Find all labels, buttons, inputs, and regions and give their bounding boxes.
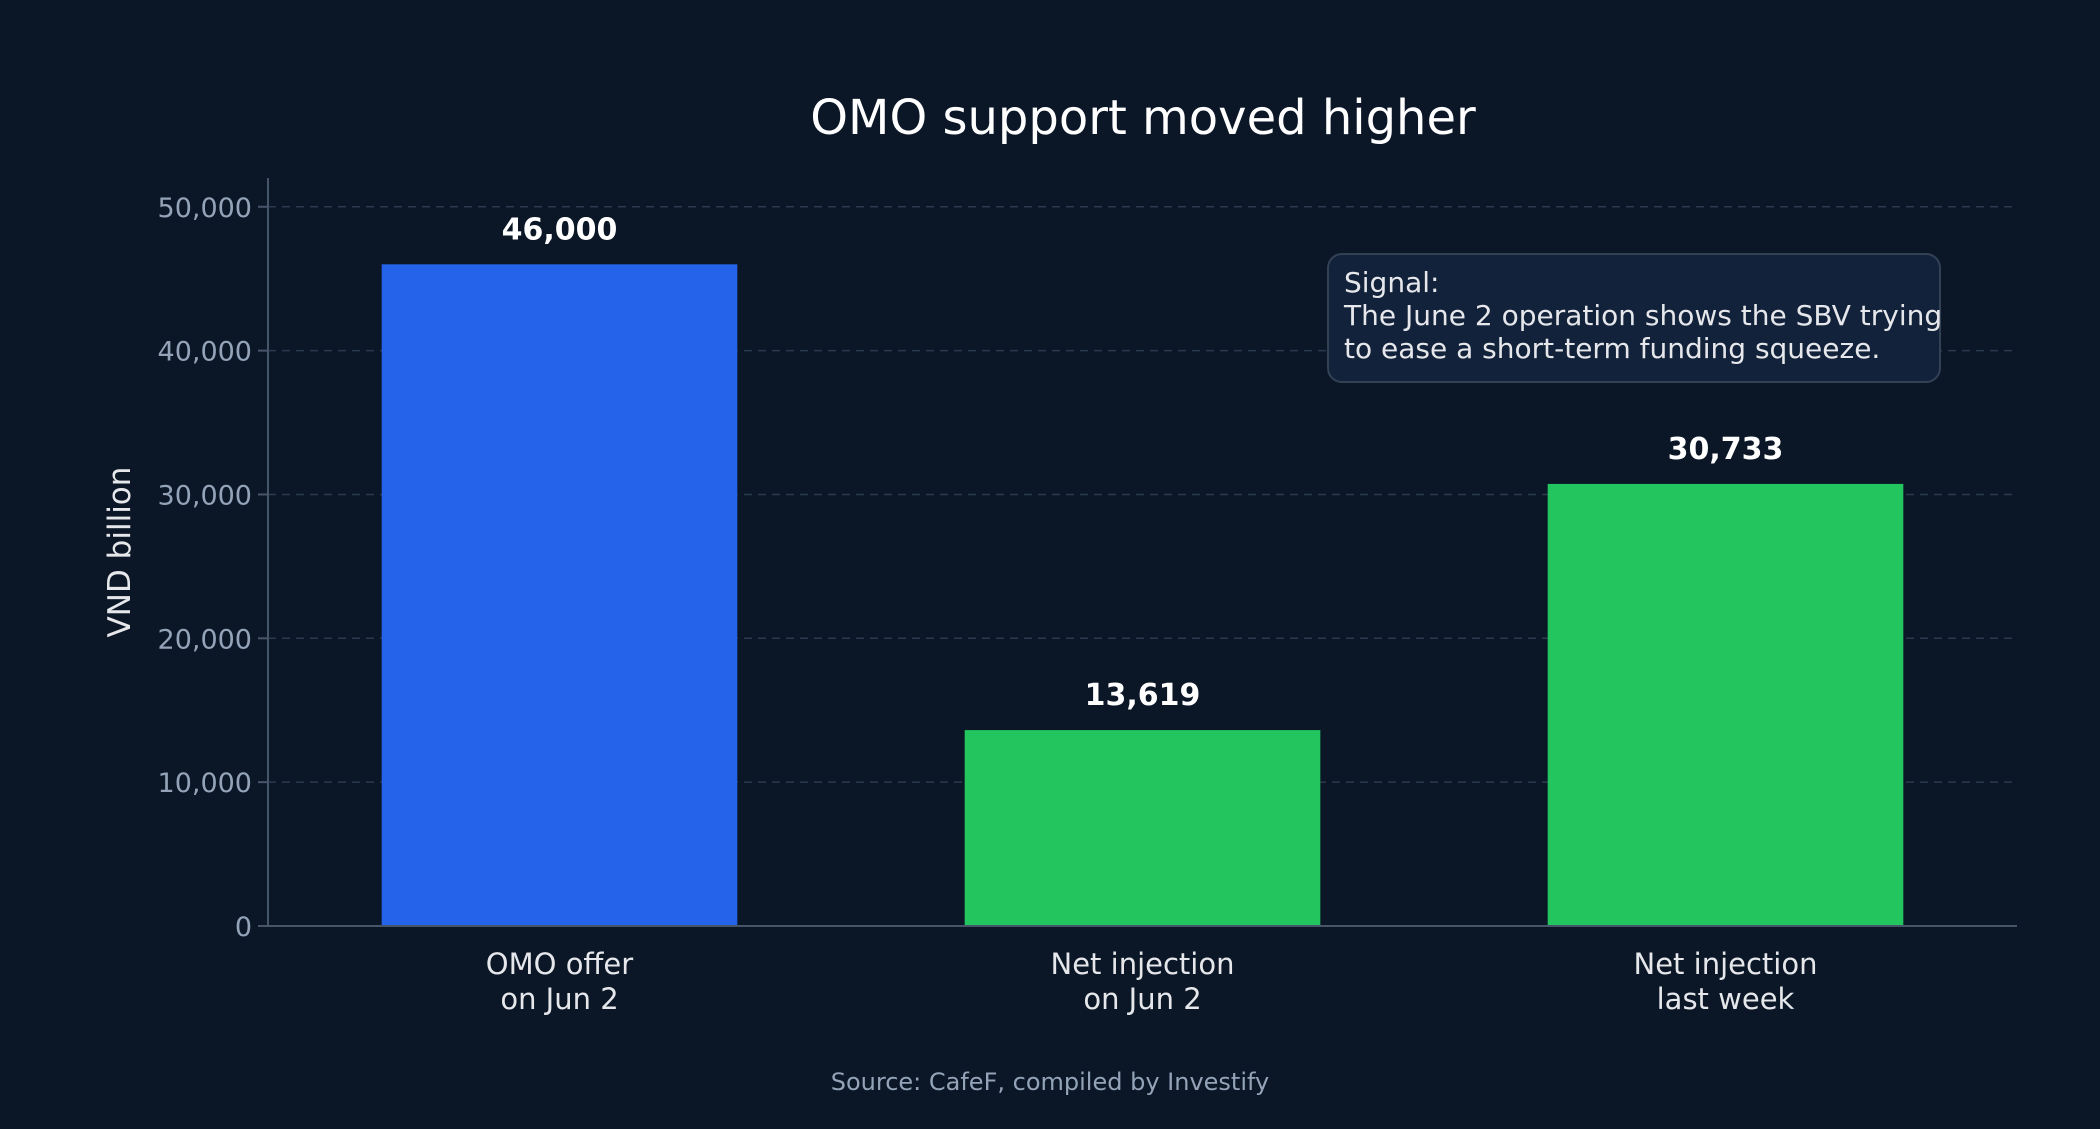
annotation-text: Signal: The June 2 operation shows the S…: [1343, 266, 1951, 365]
bar-value-label: 30,733: [1668, 432, 1784, 467]
bar: [1547, 483, 1904, 926]
bar: [964, 730, 1321, 926]
y-tick-label: 40,000: [158, 337, 252, 368]
chart-title: OMO support moved higher: [810, 90, 1476, 146]
x-category-label: OMO offer on Jun 2: [486, 947, 633, 1016]
x-category-line: on Jun 2: [1083, 982, 1201, 1016]
axes: [267, 178, 2017, 927]
bar-value-label: 46,000: [502, 212, 618, 247]
source-note: Source: CafeF, compiled by Investify: [831, 1068, 1269, 1096]
bar-value-label: 13,619: [1085, 678, 1201, 713]
value-labels: 46,000 13,619 30,733: [502, 212, 1784, 713]
annotation-line: to ease a short-term funding squeeze.: [1344, 332, 1880, 365]
y-tick-label: 50,000: [158, 193, 252, 224]
x-category-label: Net injection last week: [1634, 947, 1818, 1016]
x-category-line: on Jun 2: [500, 982, 618, 1016]
x-category-line: Net injection: [1634, 947, 1818, 981]
x-category-line: last week: [1657, 982, 1795, 1016]
annotation-line: The June 2 operation shows the SBV tryin…: [1343, 299, 1942, 332]
x-category-line: Net injection: [1051, 947, 1235, 981]
bar: [381, 264, 738, 926]
annotation-box: Signal: The June 2 operation shows the S…: [1327, 253, 1951, 383]
y-tick-label: 20,000: [158, 624, 252, 655]
bars: [381, 264, 1904, 926]
y-tick-label: 30,000: [158, 480, 252, 511]
y-axis-label: VND billion: [102, 467, 138, 638]
x-category-line: OMO offer: [486, 947, 633, 981]
annotation-line: Signal:: [1344, 266, 1439, 299]
y-tick-label: 10,000: [158, 768, 252, 799]
y-ticks: 0 10,000 20,000 30,000 40,000 50,000: [158, 193, 268, 943]
y-tick-label: 0: [235, 912, 252, 943]
x-category-label: Net injection on Jun 2: [1051, 947, 1235, 1016]
annotation-background: [1327, 253, 1941, 383]
